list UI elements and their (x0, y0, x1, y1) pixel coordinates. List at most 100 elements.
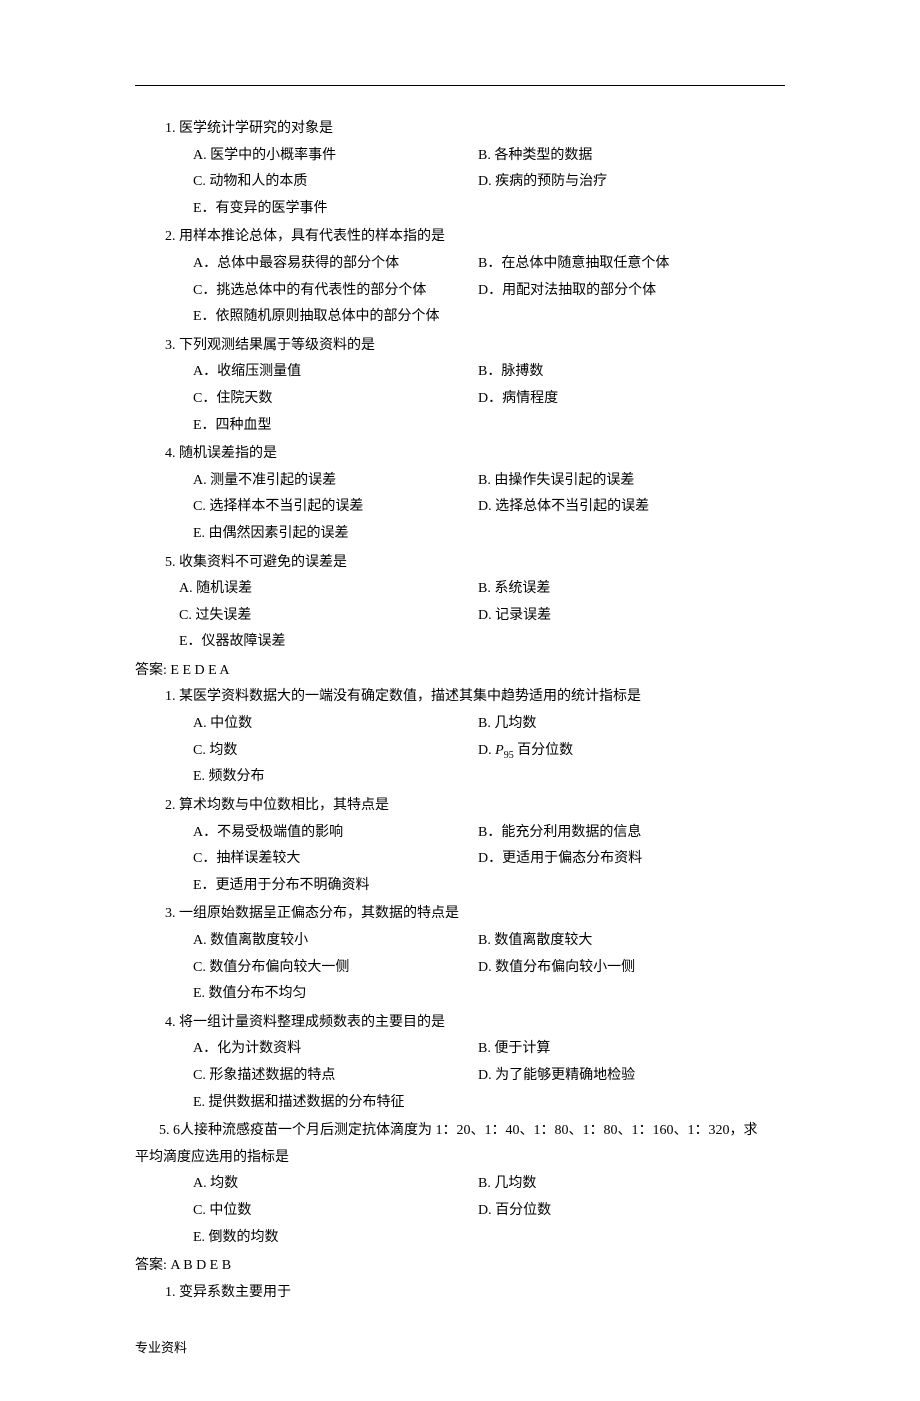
option-d: D．用配对法抽取的部分个体 (478, 278, 785, 305)
question-text: 2. 用样本推论总体，具有代表性的样本指的是 (135, 224, 785, 251)
question-text: 4. 将一组计量资料整理成频数表的主要目的是 (135, 1010, 785, 1037)
question-text: 4. 随机误差指的是 (135, 441, 785, 468)
question-1-4: 4. 随机误差指的是 A. 测量不准引起的误差 B. 由操作失误引起的误差 C.… (135, 441, 785, 547)
question-2-1: 1. 某医学资料数据大的一端没有确定数值，描述其集中趋势适用的统计指标是 A. … (135, 684, 785, 791)
options-row: C. 数值分布偏向较大一侧 D. 数值分布偏向较小一侧 (135, 955, 785, 982)
options-row: A. 数值离散度较小 B. 数值离散度较大 (135, 928, 785, 955)
footer-text: 专业资料 (135, 1336, 785, 1361)
question-3-1: 1. 变异系数主要用于 (135, 1280, 785, 1307)
option-b: B. 各种类型的数据 (478, 143, 785, 170)
option-e: E．依照随机原则抽取总体中的部分个体 (193, 304, 785, 331)
horizontal-rule (135, 85, 785, 86)
option-d: D. P95 百分位数 (478, 738, 785, 765)
option-c: C. 中位数 (193, 1198, 478, 1225)
option-a: A. 均数 (193, 1171, 478, 1198)
options-row: C. 形象描述数据的特点 D. 为了能够更精确地检验 (135, 1063, 785, 1090)
option-b: B. 由操作失误引起的误差 (478, 468, 785, 495)
option-c: C. 过失误差 (179, 603, 478, 630)
options-row: A. 测量不准引起的误差 B. 由操作失误引起的误差 (135, 468, 785, 495)
question-text: 3. 下列观测结果属于等级资料的是 (135, 333, 785, 360)
option-e: E. 数值分布不均匀 (193, 981, 785, 1008)
option-c: C. 选择样本不当引起的误差 (193, 494, 478, 521)
option-d: D. 选择总体不当引起的误差 (478, 494, 785, 521)
options-row: A. 医学中的小概率事件 B. 各种类型的数据 (135, 143, 785, 170)
option-e: E. 提供数据和描述数据的分布特征 (193, 1090, 785, 1117)
option-e: E．更适用于分布不明确资料 (193, 873, 785, 900)
option-a: A．不易受极端值的影响 (193, 820, 478, 847)
question-text: 1. 变异系数主要用于 (135, 1280, 785, 1307)
option-c: C. 形象描述数据的特点 (193, 1063, 478, 1090)
question-text: 1. 医学统计学研究的对象是 (135, 116, 785, 143)
options-row: C．抽样误差较大 D．更适用于偏态分布资料 (135, 846, 785, 873)
option-e: E．四种血型 (193, 413, 785, 440)
options-row: C．住院天数 D．病情程度 (135, 386, 785, 413)
option-a: A．收缩压测量值 (193, 359, 478, 386)
question-1-2: 2. 用样本推论总体，具有代表性的样本指的是 A．总体中最容易获得的部分个体 B… (135, 224, 785, 330)
option-a: A．总体中最容易获得的部分个体 (193, 251, 478, 278)
question-2-4: 4. 将一组计量资料整理成频数表的主要目的是 A．化为计数资料 B. 便于计算 … (135, 1010, 785, 1116)
options-row: A. 均数 B. 几均数 (135, 1171, 785, 1198)
options-row: A．化为计数资料 B. 便于计算 (135, 1036, 785, 1063)
options-row: C．挑选总体中的有代表性的部分个体 D．用配对法抽取的部分个体 (135, 278, 785, 305)
options-row: E. 提供数据和描述数据的分布特征 (135, 1090, 785, 1117)
options-row: C. 中位数 D. 百分位数 (135, 1198, 785, 1225)
option-d: D. 为了能够更精确地检验 (478, 1063, 785, 1090)
question-1-5: 5. 收集资料不可避免的误差是 A. 随机误差 B. 系统误差 C. 过失误差 … (135, 550, 785, 656)
answer-section-2: 答案: A B D E B (135, 1253, 785, 1280)
option-d: D. 疾病的预防与治疗 (478, 169, 785, 196)
option-e: E．仪器故障误差 (179, 629, 785, 656)
option-b: B. 数值离散度较大 (478, 928, 785, 955)
option-a: A. 中位数 (193, 711, 478, 738)
options-row: C. 选择样本不当引起的误差 D. 选择总体不当引起的误差 (135, 494, 785, 521)
answer-section-1: 答案: E E D E A (135, 658, 785, 685)
options-row: E. 数值分布不均匀 (135, 981, 785, 1008)
option-c: C. 动物和人的本质 (193, 169, 478, 196)
question-text: 2. 算术均数与中位数相比，其特点是 (135, 793, 785, 820)
question-2-5: 5. 6人接种流感疫苗一个月后测定抗体滴度为 1：20、1：40、1：80、1：… (135, 1118, 785, 1251)
options-row: C. 动物和人的本质 D. 疾病的预防与治疗 (135, 169, 785, 196)
options-row: A. 中位数 B. 几均数 (135, 711, 785, 738)
option-c: C. 均数 (193, 738, 478, 765)
answer-text: 答案: E E D E A (135, 663, 230, 678)
formula-sub: 95 (504, 749, 514, 760)
option-d: D. 数值分布偏向较小一侧 (478, 955, 785, 982)
question-text: 5. 6人接种流感疫苗一个月后测定抗体滴度为 1：20、1：40、1：80、1：… (135, 1118, 785, 1145)
options-row: E．依照随机原则抽取总体中的部分个体 (135, 304, 785, 331)
options-row: A．总体中最容易获得的部分个体 B．在总体中随意抽取任意个体 (135, 251, 785, 278)
option-b: B．在总体中随意抽取任意个体 (478, 251, 785, 278)
question-text-cont: 平均滴度应选用的指标是 (135, 1145, 785, 1172)
option-b: B. 系统误差 (478, 576, 785, 603)
options-row: E. 频数分布 (135, 764, 785, 791)
answer-text: 答案: A B D E B (135, 1258, 231, 1273)
option-c: C．挑选总体中的有代表性的部分个体 (193, 278, 478, 305)
option-d: D．病情程度 (478, 386, 785, 413)
options-row: A．不易受极端值的影响 B．能充分利用数据的信息 (135, 820, 785, 847)
option-d-suffix: 百分位数 (514, 743, 574, 758)
option-a: A. 数值离散度较小 (193, 928, 478, 955)
option-b: B. 便于计算 (478, 1036, 785, 1063)
options-row: E．有变异的医学事件 (135, 196, 785, 223)
option-e: E．有变异的医学事件 (193, 196, 785, 223)
options-row: E．更适用于分布不明确资料 (135, 873, 785, 900)
option-d: D. 记录误差 (478, 603, 785, 630)
question-1-1: 1. 医学统计学研究的对象是 A. 医学中的小概率事件 B. 各种类型的数据 C… (135, 116, 785, 222)
option-b: B．脉搏数 (478, 359, 785, 386)
question-text: 3. 一组原始数据呈正偏态分布，其数据的特点是 (135, 901, 785, 928)
question-2-3: 3. 一组原始数据呈正偏态分布，其数据的特点是 A. 数值离散度较小 B. 数值… (135, 901, 785, 1007)
options-row: E．仪器故障误差 (135, 629, 785, 656)
option-d: D．更适用于偏态分布资料 (478, 846, 785, 873)
option-e: E. 由偶然因素引起的误差 (193, 521, 785, 548)
option-c: C．住院天数 (193, 386, 478, 413)
option-a: A. 医学中的小概率事件 (193, 143, 478, 170)
option-d-prefix: D. (478, 743, 495, 758)
option-e: E. 倒数的均数 (193, 1225, 785, 1252)
options-row: C. 均数 D. P95 百分位数 (135, 738, 785, 765)
option-d: D. 百分位数 (478, 1198, 785, 1225)
options-row: E. 倒数的均数 (135, 1225, 785, 1252)
option-c: C. 数值分布偏向较大一侧 (193, 955, 478, 982)
option-b: B. 几均数 (478, 711, 785, 738)
option-a: A．化为计数资料 (193, 1036, 478, 1063)
option-a: A. 测量不准引起的误差 (193, 468, 478, 495)
option-e: E. 频数分布 (193, 764, 785, 791)
options-row: A．收缩压测量值 B．脉搏数 (135, 359, 785, 386)
